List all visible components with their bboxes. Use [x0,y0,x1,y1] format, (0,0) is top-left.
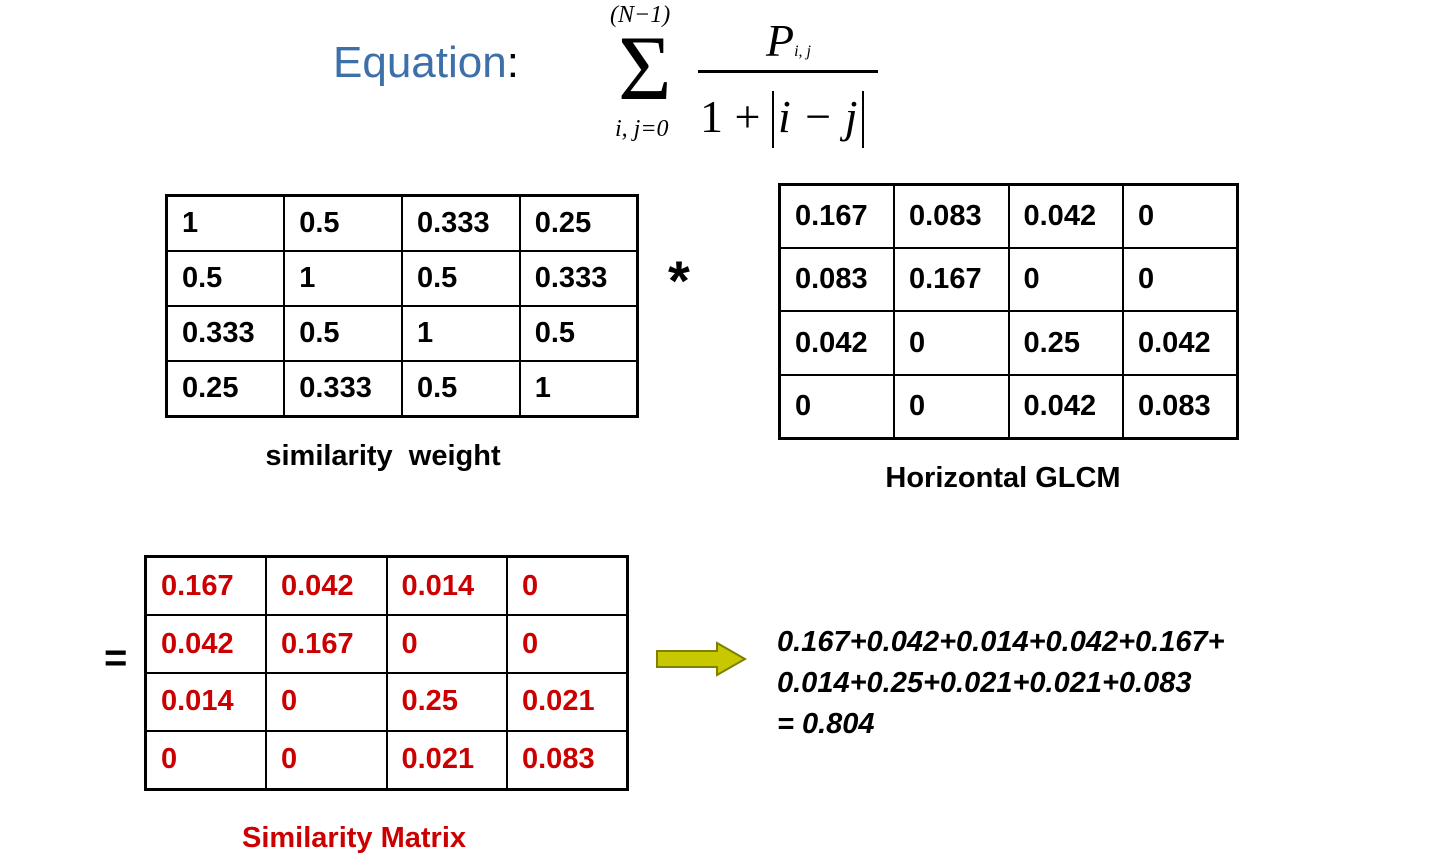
sum-line: 0.167+0.042+0.014+0.042+0.167+ [777,626,1225,658]
table-cell: 0.333 [165,304,286,362]
table-cell: 0.083 [893,183,1010,250]
table-cell: 0.5 [401,250,521,307]
multiply-sign: * [668,249,690,312]
table-cell: 0 [893,373,1010,440]
denominator: 1 + i − j [700,90,864,148]
arrow-shape [656,641,748,677]
table-cell: 0 [1122,247,1239,313]
table-cell: 0.083 [1122,373,1239,440]
table-cell: 0.5 [165,250,286,307]
numerator-symbol: P [766,15,795,66]
table-cell: 0.014 [144,671,267,732]
table-cell: 0 [265,729,388,791]
table-cell: 0.014 [385,555,508,617]
table-row: 1 0.5 0.333 0.25 [165,194,639,253]
table-row: 0 0 0.042 0.083 [778,373,1239,440]
table-row: 0.25 0.333 0.5 1 [165,359,639,418]
table-cell: 0.042 [144,614,267,674]
weight-table: 1 0.5 0.333 0.25 0.5 1 0.5 0.333 0.333 0.5 1 0.5 0.2… [165,194,639,418]
table-row: 0 0 0.021 0.083 [144,729,629,791]
sum-line: 0.014+0.25+0.021+0.021+0.083 [777,667,1192,699]
table-cell: 0.5 [401,359,521,418]
equation-label: Equation [333,38,507,87]
result-table: 0.167 0.042 0.014 0 0.042 0.167 0 0 0.014 0 0.25 0.… [144,555,629,791]
table-cell: 0.25 [385,671,508,732]
equals-sign: = [104,636,128,680]
fraction-bar [698,70,878,73]
table-cell: 0.5 [518,304,639,362]
table-cell: 0.021 [506,671,629,732]
table-cell: 0.167 [144,555,267,617]
glcm-table: 0.167 0.083 0.042 0 0.083 0.167 0 0 0.042 0 0.25 0.… [778,183,1239,440]
table-cell: 1 [518,359,639,418]
table-cell: 0.042 [1007,183,1124,250]
sum-upper: (N−1) [610,2,671,28]
weight-caption: similarity weight [265,440,501,472]
table-row: 0.167 0.083 0.042 0 [778,183,1239,250]
table-row: 0.042 0.167 0 0 [144,614,629,674]
equation-colon: : [506,38,519,87]
table-cell: 0.5 [283,194,403,253]
table-cell: 0.25 [1007,310,1124,376]
table-cell: 1 [165,194,286,253]
numerator-subscript: i, j [794,43,811,60]
table-cell: 0.021 [385,729,508,791]
table-cell: 0 [1007,247,1124,313]
table-cell: 0.042 [1122,310,1239,376]
table-row: 0.5 1 0.5 0.333 [165,250,639,307]
table-row: 0.042 0 0.25 0.042 [778,310,1239,376]
sum-lower: i, j=0 [615,116,669,142]
table-cell: 0.25 [518,194,639,253]
table-cell: 0 [506,555,629,617]
sum-text: 0.167+0.042+0.014+0.042+0.167+ 0.014+0.25… [777,622,1225,745]
numerator: Pi, j [766,14,811,67]
table-cell: 1 [283,250,403,307]
table-cell: 0.5 [283,304,403,362]
table-cell: 0.167 [893,247,1010,313]
table-cell: 0 [385,614,508,674]
table-cell: 0.25 [165,359,286,418]
glcm-caption: Horizontal GLCM [885,462,1121,494]
denominator-abs: i − j [771,91,864,148]
table-cell: 1 [401,304,521,362]
table-row: 0.167 0.042 0.014 0 [144,555,629,617]
table-cell: 0.083 [778,247,895,313]
table-cell: 0 [1122,183,1239,250]
table-cell: 0 [893,310,1010,376]
table-row: 0.014 0 0.25 0.021 [144,671,629,732]
table-cell: 0 [144,729,267,791]
equation-heading: Equation: [333,38,519,88]
table-cell: 0.042 [265,555,388,617]
arrow [656,641,748,677]
table-cell: 0.042 [778,310,895,376]
table-row: 0.333 0.5 1 0.5 [165,304,639,362]
table-cell: 0.042 [1007,373,1124,440]
table-cell: 0.167 [265,614,388,674]
result-caption: Similarity Matrix [241,822,467,854]
table-cell: 0.333 [401,194,521,253]
table-cell: 0 [265,671,388,732]
table-row: 0.083 0.167 0 0 [778,247,1239,313]
table-cell: 0.333 [518,250,639,307]
sum-line: = 0.804 [777,708,875,740]
table-cell: 0.333 [283,359,403,418]
table-cell: 0 [778,373,895,440]
table-cell: 0 [506,614,629,674]
denominator-constant: 1 + [700,91,761,142]
table-cell: 0.167 [778,183,895,250]
sum-symbol: Σ [618,17,672,119]
table-cell: 0.083 [506,729,629,791]
